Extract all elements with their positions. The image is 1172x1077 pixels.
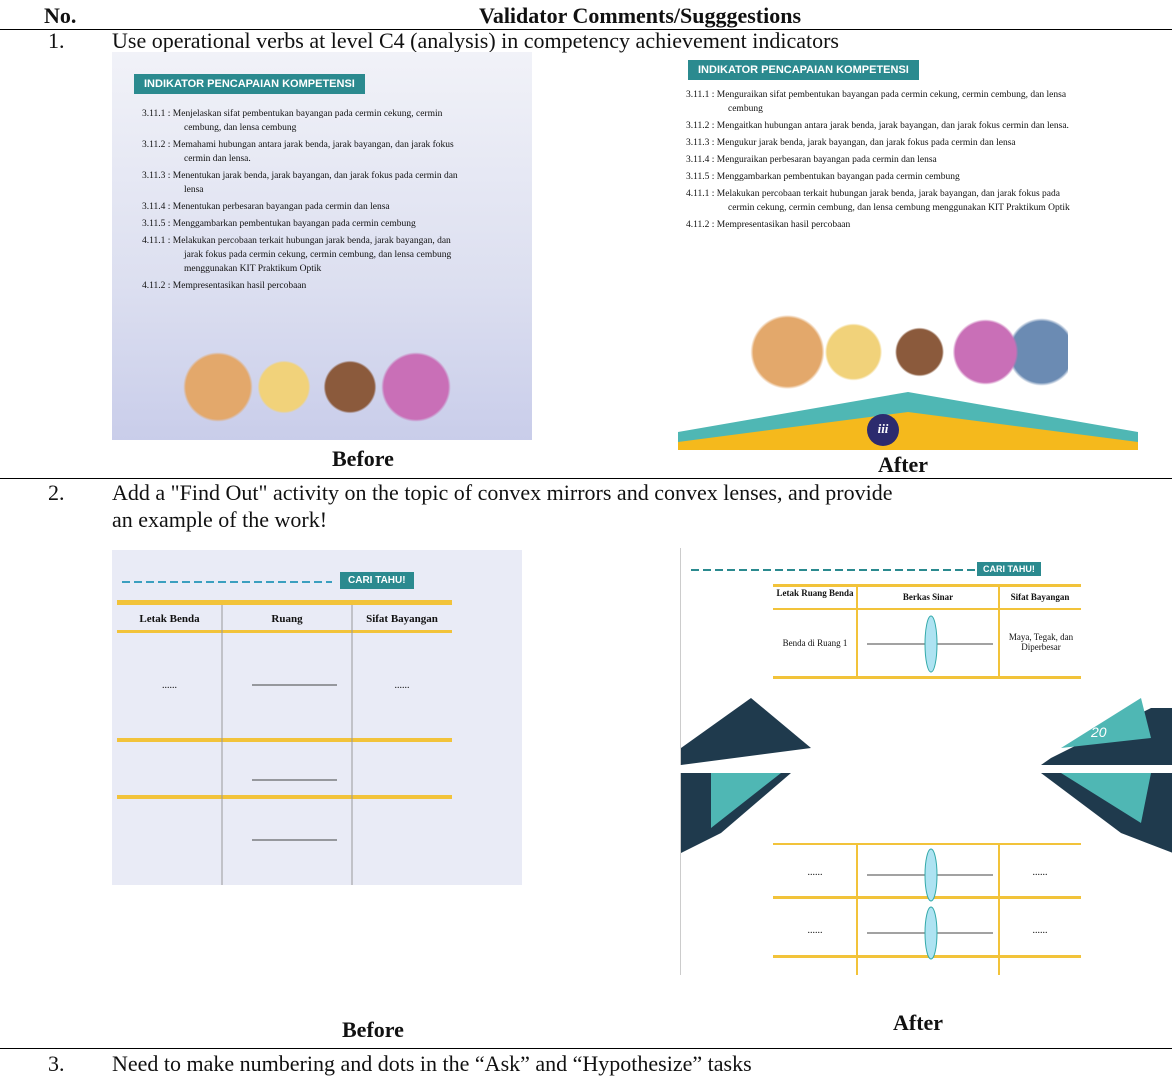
indicator-item: 3.11.4 : Menentukan perbesaran bayangan … bbox=[142, 202, 390, 212]
indicator-list: 3.11.1 : Menjelaskan sifat pembentukan b… bbox=[142, 107, 472, 296]
caption: Before bbox=[342, 1017, 404, 1042]
indicator-item: 4.11.2 : Mempresentasikan hasil percobaa… bbox=[142, 281, 307, 291]
header-cell: No. bbox=[44, 3, 77, 28]
caption: After bbox=[878, 452, 929, 477]
blank: ...... bbox=[162, 680, 177, 691]
before-image: CARI TAHU! Letak Benda Ruang Sifat Bayan… bbox=[112, 550, 522, 885]
comment: Need to make numbering and dots in the “… bbox=[112, 1051, 752, 1076]
column-header: Sifat Bayangan bbox=[366, 613, 438, 625]
image-heading: INDIKATOR PENCAPAIAN KOMPETENSI bbox=[134, 74, 365, 94]
tag: CARI TAHU! bbox=[977, 562, 1041, 576]
column-header: Sifat Bayangan bbox=[1010, 592, 1070, 602]
comment: an example of the work! bbox=[112, 507, 328, 532]
indicator-item: 3.11.2 : Memahami hubungan antara jarak … bbox=[142, 140, 454, 164]
blank: ...... bbox=[807, 925, 823, 936]
after-image: CARI TAHU! Letak Ruang Benda Berkas Sina… bbox=[680, 548, 1172, 765]
illustration bbox=[152, 342, 482, 432]
indicator-item: 3.11.1 : Menguraikan sifat pembentukan b… bbox=[686, 90, 1067, 114]
indicator-item: 3.11.2 : Mengaitkan hubungan antara jara… bbox=[686, 121, 1069, 131]
footer-shape bbox=[678, 392, 1138, 450]
rule bbox=[0, 478, 1172, 479]
cell: Benda di Ruang 1 bbox=[782, 638, 848, 648]
rule bbox=[0, 1048, 1172, 1049]
tag: CARI TAHU! bbox=[340, 572, 414, 589]
indicator-list: 3.11.1 : Menguraikan sifat pembentukan b… bbox=[686, 88, 1076, 235]
comment: Add a "Find Out" activity on the topic o… bbox=[112, 480, 893, 505]
indicator-item: 3.11.4 : Menguraikan perbesaran bayangan… bbox=[686, 155, 937, 165]
row-number: 3. bbox=[48, 1051, 65, 1076]
column-header: Ruang bbox=[271, 613, 303, 625]
indicator-item: 3.11.3 : Mengukur jarak benda, jarak bay… bbox=[686, 138, 1016, 148]
caption: Before bbox=[332, 446, 394, 471]
page-number: iii bbox=[877, 421, 889, 436]
caption: After bbox=[893, 1010, 944, 1035]
header-cell: Validator Comments/Sugggestions bbox=[478, 3, 802, 28]
image-heading: INDIKATOR PENCAPAIAN KOMPETENSI bbox=[688, 60, 919, 80]
blank: ...... bbox=[1032, 925, 1048, 936]
indicator-item: 3.11.3 : Menentukan jarak benda, jarak b… bbox=[142, 171, 458, 195]
page-number: 20 bbox=[1091, 724, 1107, 740]
indicator-item: 4.11.2 : Mempresentasikan hasil percobaa… bbox=[686, 220, 851, 230]
rule bbox=[0, 29, 1172, 30]
column-header: Letak Ruang Benda bbox=[776, 588, 854, 598]
column-header: Letak Benda bbox=[139, 613, 200, 625]
indicator-item: 3.11.5 : Menggambarkan pembentukan bayan… bbox=[142, 219, 416, 229]
blank: ...... bbox=[807, 867, 823, 878]
blank: ...... bbox=[394, 680, 410, 691]
indicator-item: 4.11.1 : Melakukan percobaan terkait hub… bbox=[142, 236, 452, 274]
after-image: ...... ...... ...... ...... bbox=[680, 773, 1172, 975]
blank: ...... bbox=[1032, 867, 1048, 878]
cell: Maya, Tegak, dan Diperbesar bbox=[1008, 632, 1074, 652]
before-image: INDIKATOR PENCAPAIAN KOMPETENSI 3.11.1 :… bbox=[112, 52, 532, 440]
indicator-item: 4.11.1 : Melakukan percobaan terkait hub… bbox=[686, 189, 1070, 213]
indicator-item: 3.11.1 : Menjelaskan sifat pembentukan b… bbox=[142, 109, 443, 133]
indicator-item: 3.11.5 : Menggambarkan pembentukan bayan… bbox=[686, 172, 960, 182]
comment: Use operational verbs at level C4 (analy… bbox=[112, 28, 839, 53]
row-number: 2. bbox=[48, 480, 65, 505]
after-image: INDIKATOR PENCAPAIAN KOMPETENSI 3.11.1 :… bbox=[678, 52, 1138, 450]
row-number: 1. bbox=[48, 28, 65, 53]
column-header: Berkas Sinar bbox=[902, 592, 954, 602]
illustration bbox=[738, 302, 1068, 402]
